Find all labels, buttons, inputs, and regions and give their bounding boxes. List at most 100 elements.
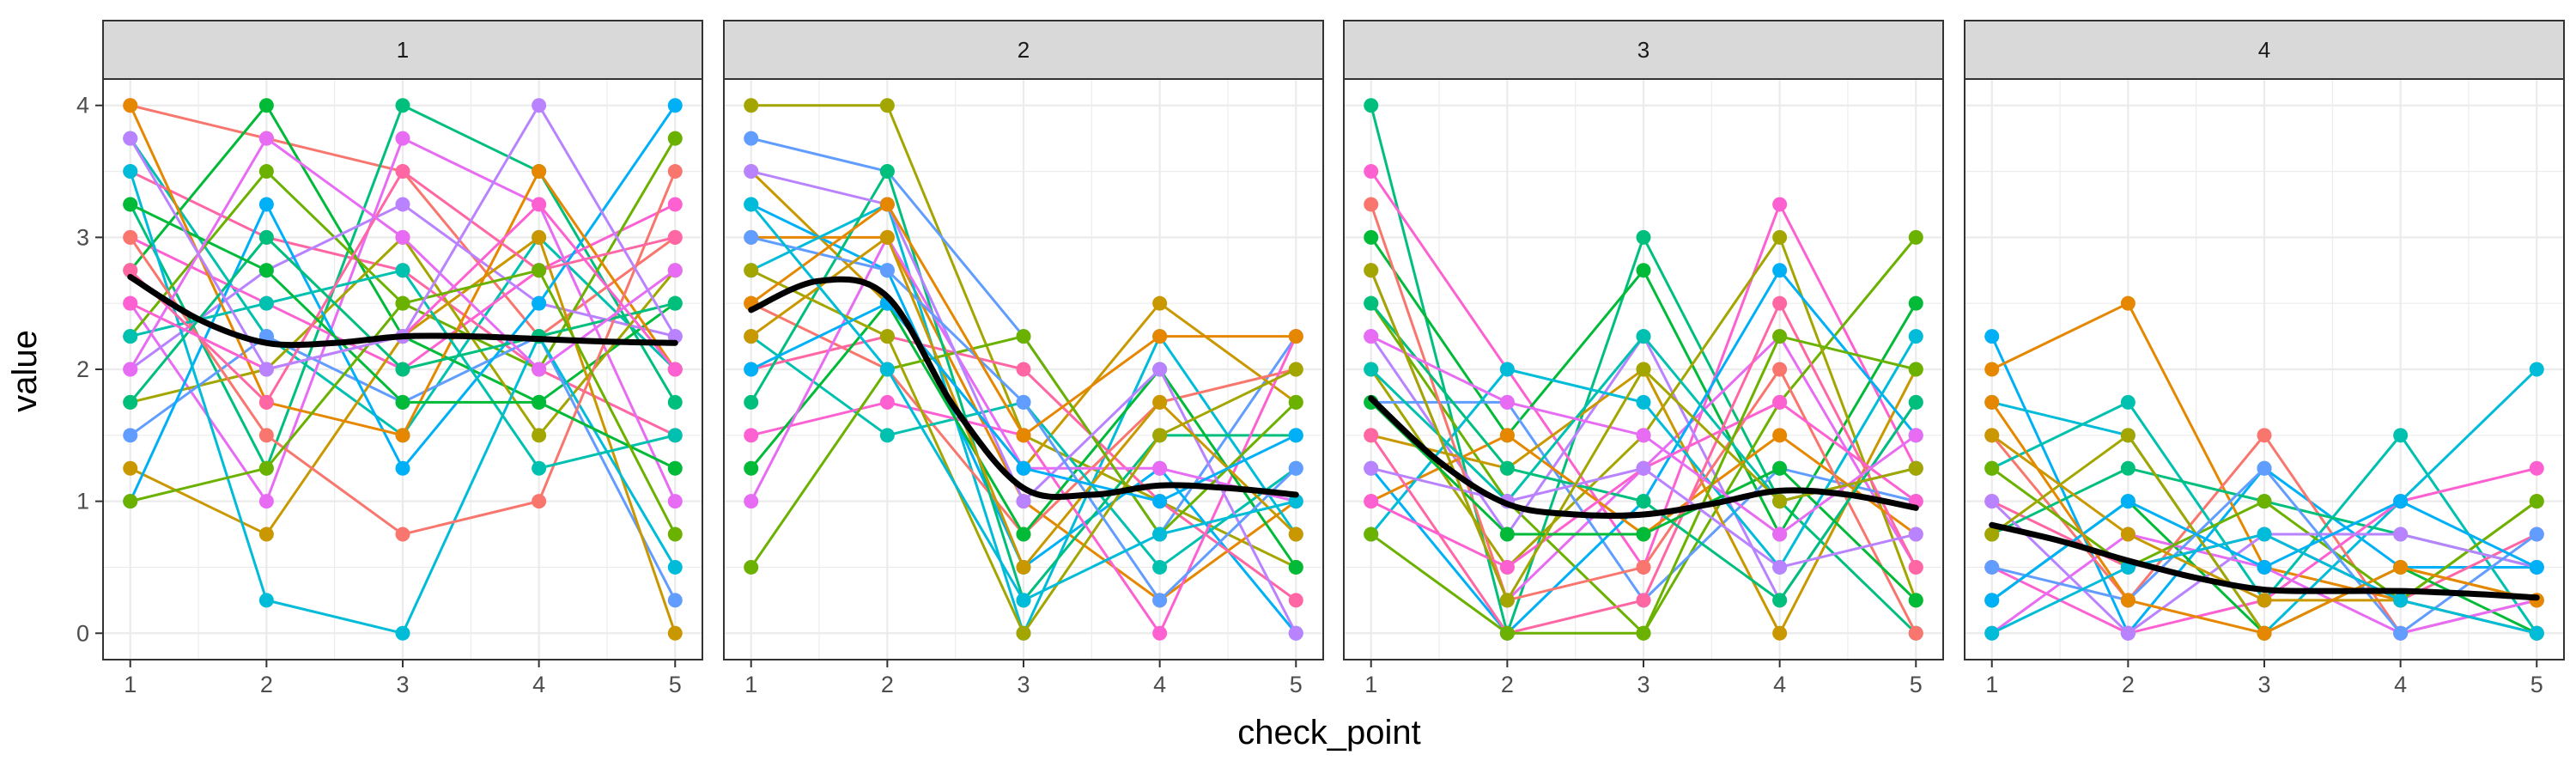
data-point — [2393, 428, 2409, 443]
data-point — [2529, 625, 2544, 641]
data-point — [879, 229, 895, 245]
data-point — [258, 98, 274, 113]
data-point — [123, 428, 138, 443]
data-point — [395, 98, 410, 113]
data-point — [2257, 593, 2272, 608]
data-point — [879, 263, 895, 278]
data-point — [1636, 394, 1651, 410]
data-point — [1364, 329, 1379, 344]
data-point — [1152, 625, 1168, 641]
data-point — [395, 197, 410, 212]
data-point — [258, 460, 274, 476]
series-group — [1984, 295, 2544, 641]
data-point — [2120, 593, 2136, 608]
data-point — [744, 98, 759, 113]
data-point — [2257, 460, 2272, 476]
data-point — [123, 229, 138, 245]
data-point — [1772, 494, 1788, 509]
data-point — [532, 394, 547, 410]
data-point — [2120, 625, 2136, 641]
data-point — [1288, 526, 1303, 542]
data-point — [667, 197, 683, 212]
data-point — [744, 263, 759, 278]
data-point — [123, 197, 138, 212]
facet-strip — [1343, 20, 1944, 80]
data-point — [1772, 197, 1788, 212]
data-point — [1152, 394, 1168, 410]
data-point — [1636, 625, 1651, 641]
facet-strip — [723, 20, 1324, 80]
data-point — [1984, 362, 2000, 377]
data-point — [2120, 394, 2136, 410]
data-point — [1636, 494, 1651, 509]
data-point — [667, 625, 683, 641]
data-point — [1288, 625, 1303, 641]
data-point — [1772, 229, 1788, 245]
data-point — [1908, 229, 1923, 245]
data-point — [1908, 526, 1923, 542]
data-point — [1636, 559, 1651, 575]
data-point — [1016, 460, 1031, 476]
data-point — [1152, 428, 1168, 443]
data-point — [1288, 394, 1303, 410]
data-point — [1152, 593, 1168, 608]
data-point — [1016, 625, 1031, 641]
data-point — [1984, 559, 2000, 575]
data-point — [1016, 526, 1031, 542]
data-point — [2393, 494, 2409, 509]
data-point — [1288, 362, 1303, 377]
data-point — [258, 229, 274, 245]
data-point — [879, 98, 895, 113]
data-point — [258, 263, 274, 278]
data-point — [2393, 559, 2409, 575]
data-point — [1984, 394, 2000, 410]
data-point — [532, 229, 547, 245]
facet-strip-label: 1 — [397, 37, 409, 63]
data-point — [1364, 428, 1379, 443]
data-point — [1364, 526, 1379, 542]
data-point — [1984, 460, 2000, 476]
data-point — [123, 362, 138, 377]
data-point — [879, 428, 895, 443]
x-tick-label: 3 — [2257, 672, 2270, 697]
data-point — [1364, 362, 1379, 377]
x-tick-label: 4 — [532, 672, 545, 697]
data-point — [1636, 362, 1651, 377]
data-point — [2120, 460, 2136, 476]
data-point — [1984, 494, 2000, 509]
data-point — [667, 362, 683, 377]
data-point — [1288, 559, 1303, 575]
data-point — [1984, 428, 2000, 443]
x-tick-label: 1 — [124, 672, 137, 697]
data-point — [744, 494, 759, 509]
data-point — [1984, 625, 2000, 641]
x-tick-label: 1 — [1985, 672, 1998, 697]
data-point — [1288, 460, 1303, 476]
data-point — [2529, 526, 2544, 542]
data-point — [2257, 526, 2272, 542]
data-point — [667, 460, 683, 476]
data-point — [667, 131, 683, 146]
data-point — [1364, 295, 1379, 311]
data-point — [1152, 559, 1168, 575]
x-axis-title: check_point — [1237, 714, 1420, 752]
data-point — [744, 329, 759, 344]
y-tick-label: 4 — [76, 93, 89, 119]
data-point — [1908, 593, 1923, 608]
data-point — [879, 329, 895, 344]
data-point — [1772, 362, 1788, 377]
x-tick-label: 2 — [2122, 672, 2135, 697]
data-point — [1499, 428, 1515, 443]
smooth-trend-line — [748, 276, 1299, 501]
data-point — [395, 263, 410, 278]
data-point — [1152, 295, 1168, 311]
data-point — [532, 362, 547, 377]
data-point — [667, 559, 683, 575]
data-point — [744, 559, 759, 575]
data-point — [2529, 559, 2544, 575]
x-tick-label: 4 — [1773, 672, 1786, 697]
data-point — [667, 494, 683, 509]
data-point — [123, 460, 138, 476]
data-point — [2120, 295, 2136, 311]
data-point — [1772, 329, 1788, 344]
